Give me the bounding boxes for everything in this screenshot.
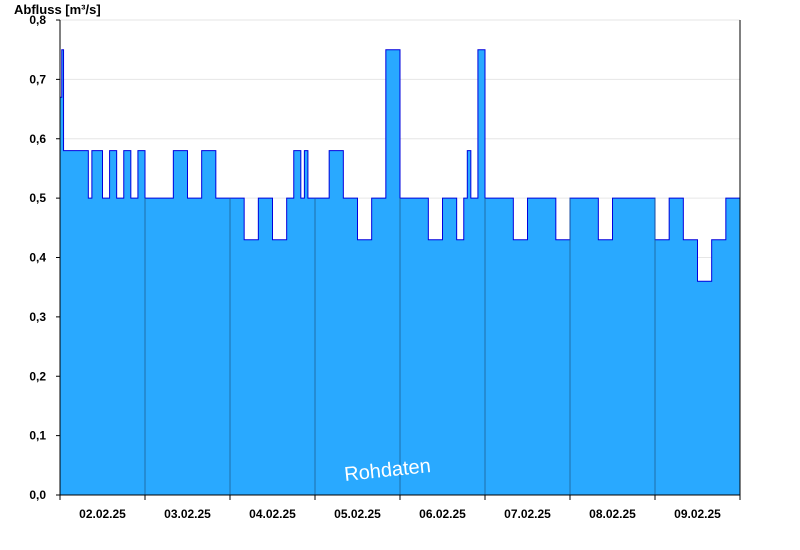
y-tick-label: 0,2 <box>29 369 46 383</box>
y-tick-label: 0,8 <box>29 13 46 27</box>
x-tick-label: 05.02.25 <box>334 507 381 521</box>
x-tick-label: 07.02.25 <box>504 507 551 521</box>
y-ticks: 0,0 0,1 0,2 0,3 0,4 0,5 0,6 0,7 0,8 <box>29 13 60 502</box>
y-tick-label: 0,4 <box>29 251 46 265</box>
x-tick-label: 04.02.25 <box>249 507 296 521</box>
y-tick-label: 0,7 <box>29 72 46 86</box>
y-tick-label: 0,1 <box>29 429 46 443</box>
x-tick-label: 06.02.25 <box>419 507 466 521</box>
x-tick-label: 08.02.25 <box>589 507 636 521</box>
y-axis-label: Abfluss [m³/s] <box>14 2 101 17</box>
day-dividers <box>144 198 656 495</box>
discharge-line <box>60 49 741 282</box>
y-tick-label: 0,3 <box>29 310 46 324</box>
x-ticks: 02.02.25 03.02.25 04.02.25 05.02.25 06.02.25… <box>59 495 741 521</box>
x-tick-label: 03.02.25 <box>164 507 211 521</box>
y-tick-label: 0,5 <box>29 191 46 205</box>
y-tick-label: 0,6 <box>29 132 46 146</box>
x-tick-label: 09.02.25 <box>674 507 721 521</box>
x-tick-label: 02.02.25 <box>79 507 126 521</box>
y-tick-label: 0,0 <box>29 488 46 502</box>
